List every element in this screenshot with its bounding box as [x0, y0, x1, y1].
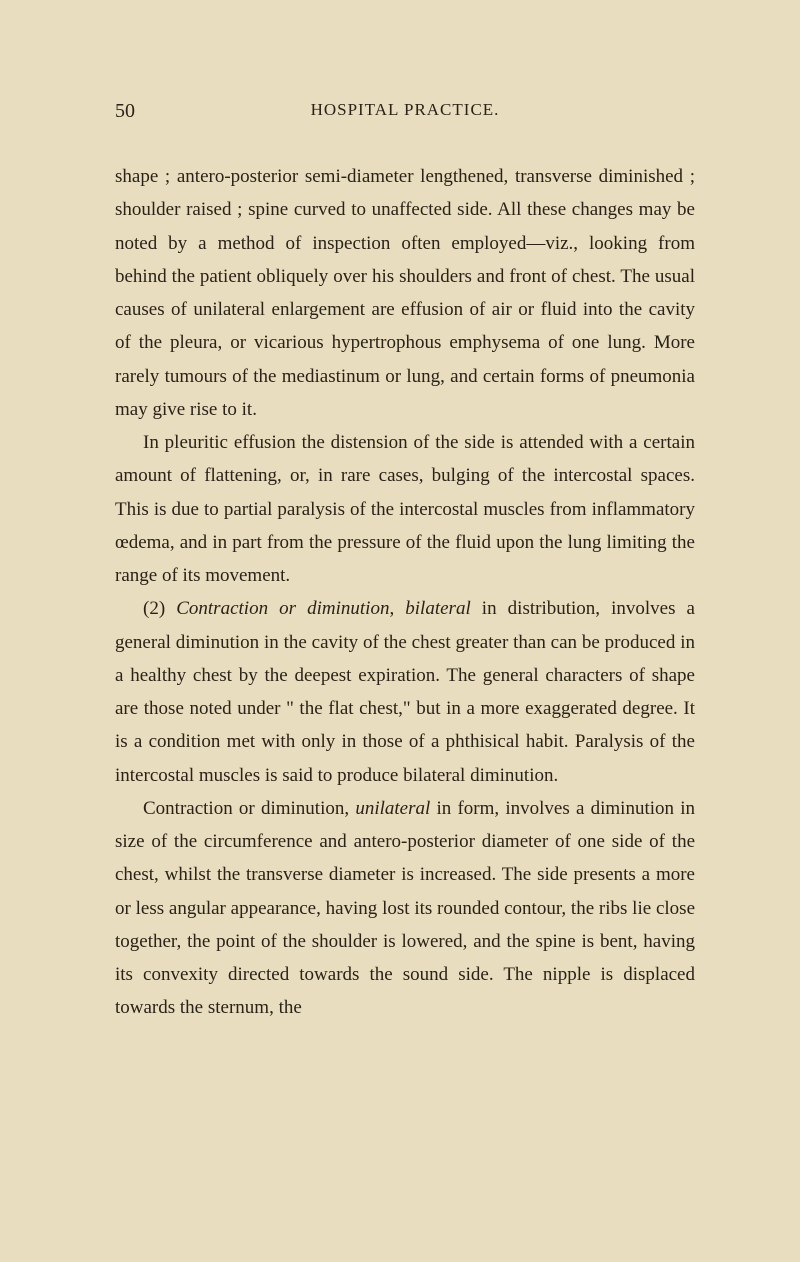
p3-mid: ,	[389, 598, 405, 619]
paragraph-2: In pleuritic effusion the distension of …	[115, 426, 695, 592]
p4-italic: unilateral	[355, 798, 430, 819]
body-text-container: shape ; antero-posterior semi-diameter l…	[115, 160, 695, 1025]
p3-prefix: (2)	[143, 598, 176, 619]
paragraph-1: shape ; antero-posterior semi-diameter l…	[115, 160, 695, 426]
p4-prefix: Contraction or diminution,	[143, 798, 355, 819]
paragraph-4: Contraction or diminution, unilateral in…	[115, 792, 695, 1025]
page-number: 50	[115, 100, 135, 123]
p3-italic-2: bilateral	[405, 598, 470, 619]
p4-rest: in form, involves a diminution in size o…	[115, 798, 695, 1019]
p3-rest: in distribution, involves a general dimi…	[115, 598, 695, 785]
page-header: HOSPITAL PRACTICE.	[115, 100, 695, 120]
p3-italic-1: Contraction or diminution	[176, 598, 389, 619]
paragraph-3: (2) Contraction or diminution, bilateral…	[115, 592, 695, 792]
